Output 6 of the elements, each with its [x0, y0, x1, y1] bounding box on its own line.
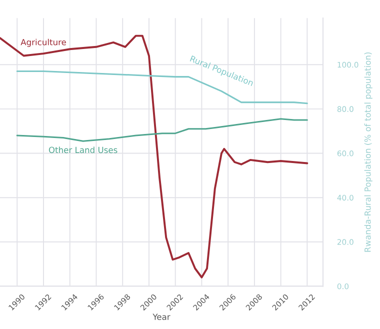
line-series — [0, 34, 308, 278]
series-label: Agriculture — [20, 38, 66, 47]
y-axis-title: Rwanda-Rural Population (% of total population) — [364, 52, 372, 252]
x-axis-title: Year — [152, 314, 170, 320]
series-label: Other Land Uses — [48, 146, 118, 154]
line-series — [16, 118, 308, 142]
